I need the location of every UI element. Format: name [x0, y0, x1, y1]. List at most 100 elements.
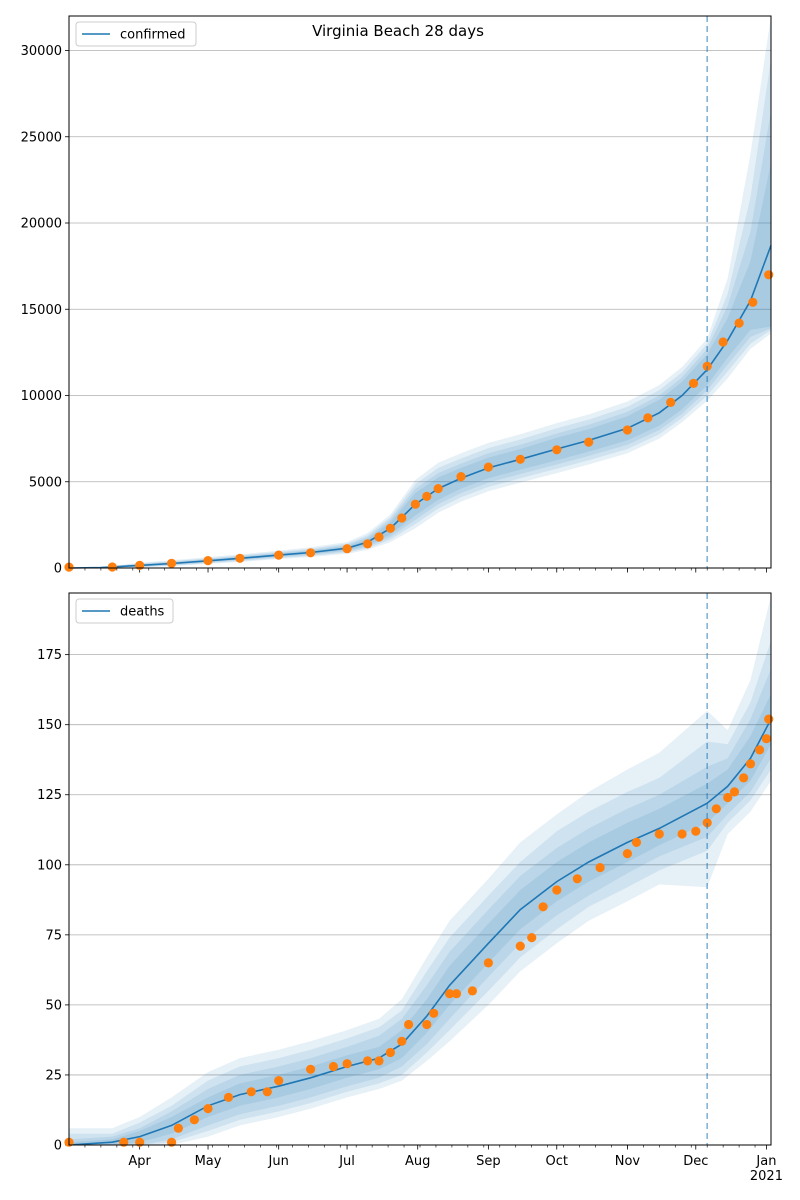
observed-point — [622, 849, 633, 859]
observed-point — [328, 1061, 338, 1072]
uncertainty-band — [69, 110, 771, 569]
observed-point — [711, 804, 721, 814]
observed-point — [235, 553, 245, 563]
observed-point — [445, 989, 455, 999]
observed-point — [374, 1056, 384, 1066]
observed-point — [467, 986, 477, 996]
observed-point — [203, 1104, 213, 1114]
observed-point — [654, 829, 664, 839]
uncertainty-band — [69, 595, 771, 1145]
observed-point — [363, 539, 373, 549]
x-tick-label: Jul — [338, 1154, 355, 1169]
observed-point — [691, 826, 701, 836]
observed-point — [306, 1064, 316, 1074]
x-tick-label: Nov — [615, 1154, 641, 1169]
observed-point — [764, 714, 774, 724]
model-line — [68, 718, 772, 1146]
uncertainty-band — [69, 59, 771, 568]
observed-point — [745, 759, 756, 769]
y-tick-label: 100 — [37, 858, 62, 873]
y-tick-label: 20000 — [21, 217, 62, 232]
observed-point — [167, 558, 177, 568]
x-tick-label: Sep — [476, 1154, 501, 1169]
y-tick-label: 175 — [37, 648, 62, 663]
y-tick-label: 0 — [54, 1139, 62, 1154]
axes-frame — [68, 15, 772, 569]
observed-point — [702, 818, 712, 828]
observed-point — [456, 472, 466, 482]
observed-point — [223, 1092, 234, 1102]
observed-point — [262, 1087, 272, 1097]
observed-point — [739, 773, 749, 783]
x-tick-label: Apr — [128, 1154, 151, 1169]
observed-point — [274, 550, 284, 560]
observed-point — [397, 513, 407, 523]
observed-point — [422, 491, 432, 501]
legend: confirmed — [75, 21, 197, 47]
observed-point — [688, 378, 699, 388]
y-tick-label: 30000 — [21, 44, 62, 59]
legend-box — [75, 21, 197, 47]
observed-point — [107, 562, 117, 572]
observed-point — [666, 397, 676, 407]
uncertainty-band — [69, 162, 771, 568]
observed-point — [363, 1056, 373, 1066]
chart-title: Virginia Beach 28 days — [312, 22, 484, 40]
observed-point — [552, 445, 562, 455]
legend-label: deaths — [120, 605, 165, 620]
observed-point — [385, 523, 395, 533]
observed-point — [306, 548, 316, 558]
observed-point — [595, 863, 605, 873]
observed-point — [761, 734, 772, 744]
y-tick-label: 25000 — [21, 130, 62, 145]
uncertainty-band — [69, 16, 771, 568]
observed-point — [433, 484, 443, 494]
observed-point — [404, 1019, 414, 1030]
observed-point — [410, 499, 420, 509]
observed-point — [538, 902, 548, 912]
y-tick-label: 125 — [37, 788, 62, 803]
observed-point — [631, 837, 642, 848]
legend-label: confirmed — [120, 28, 186, 43]
observed-point — [748, 297, 758, 307]
y-tick-label: 10000 — [21, 389, 62, 404]
observed-point — [135, 560, 145, 571]
observed-point — [429, 1008, 439, 1018]
uncertainty-band — [69, 668, 771, 1145]
observed-point — [622, 425, 633, 435]
y-tick-label: 50 — [45, 998, 62, 1013]
y-tick-label: 0 — [54, 562, 62, 577]
observed-point — [203, 556, 213, 566]
x-tick-label: 2021 — [750, 1169, 783, 1184]
observed-point — [527, 933, 537, 943]
y-tick-label: 75 — [45, 928, 62, 943]
x-tick-label: Dec — [683, 1154, 708, 1169]
uncertainty-band — [69, 640, 771, 1145]
observed-point — [755, 745, 765, 755]
observed-point — [718, 337, 728, 347]
deaths-chart-panel: 0 25 50 75 100 125 150 175 Apr May Jun Jul Aug Sep Oct… — [37, 592, 783, 1184]
legend: deaths — [75, 598, 174, 624]
x-tick-label: Jan — [755, 1154, 776, 1169]
observed-point — [483, 462, 493, 472]
observed-point — [451, 989, 462, 999]
observed-point — [385, 1047, 395, 1058]
observed-point — [572, 874, 582, 884]
observed-point — [173, 1123, 183, 1133]
x-tick-label: May — [195, 1154, 222, 1169]
observed-point — [764, 270, 774, 280]
x-tick-label: Aug — [405, 1154, 430, 1169]
observed-point — [734, 318, 744, 328]
y-tick-label: 15000 — [21, 303, 62, 318]
observed-point — [515, 454, 525, 464]
observed-point — [274, 1076, 284, 1086]
observed-point — [723, 792, 733, 803]
y-tick-label: 25 — [45, 1068, 62, 1083]
observed-point — [189, 1115, 199, 1125]
x-tick-label: Jun — [268, 1154, 289, 1169]
confirmed-chart-panel: 0 5000 10000 15000 20000 25000 30000 confirmed — [21, 15, 774, 577]
observed-point — [342, 544, 352, 554]
axes-frame — [68, 592, 772, 1146]
legend-box — [75, 598, 174, 624]
